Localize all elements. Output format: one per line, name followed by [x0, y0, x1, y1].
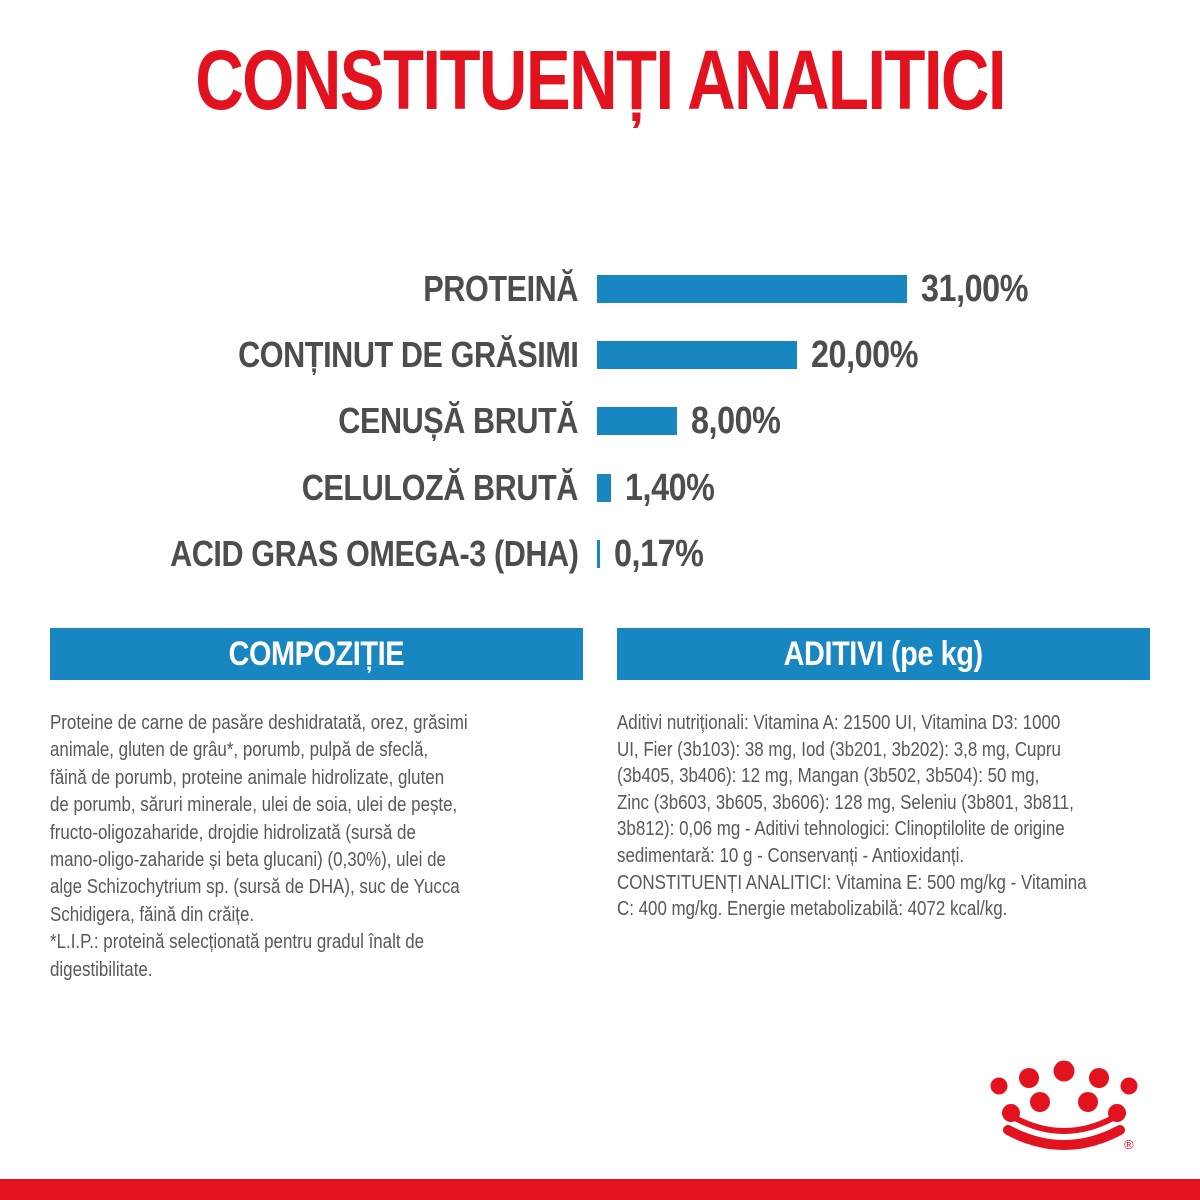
composition-section: COMPOZIȚIE Proteine de carne de pasăre d…: [50, 628, 583, 984]
chart-row-fibre: CELULOZĂ BRUTĂ 1,40%: [0, 460, 730, 516]
chart-bar: [597, 341, 797, 369]
chart-row-protein: PROTEINĂ 31,00%: [0, 261, 1047, 317]
chart-value: 0,17%: [614, 532, 704, 575]
composition-body-text: Proteine de carne de pasăre deshidratată…: [50, 712, 468, 981]
additives-section: ADITIVI (pe kg) Aditivi nutriționali: Vi…: [617, 628, 1150, 923]
additives-body-text: Aditivi nutriționali: Vitamina A: 21500 …: [617, 712, 1087, 921]
royal-canin-crown-logo-icon: ®: [990, 1060, 1138, 1152]
chart-value: 20,00%: [811, 333, 919, 376]
chart-bar: [597, 474, 611, 502]
chart-bar: [597, 275, 907, 303]
chart-value: 31,00%: [921, 267, 1029, 310]
chart-bar: [597, 540, 600, 568]
additives-header: ADITIVI (pe kg): [617, 628, 1150, 680]
chart-row-fat: CONȚINUT DE GRĂSIMI 20,00%: [0, 327, 937, 383]
chart-label: CELULOZĂ BRUTĂ: [301, 467, 579, 508]
page-title-text: CONSTITUENȚI ANALITICI: [195, 33, 1006, 127]
chart-row-ash: CENUȘĂ BRUTĂ 8,00%: [0, 393, 796, 449]
chart-label: CENUȘĂ BRUTĂ: [338, 400, 578, 441]
chart-row-omega3: ACID GRAS OMEGA-3 (DHA) 0,17%: [0, 526, 719, 582]
chart-label: CONȚINUT DE GRĂSIMI: [237, 334, 579, 375]
composition-header: COMPOZIȚIE: [50, 628, 583, 680]
chart-label: ACID GRAS OMEGA-3 (DHA): [169, 533, 579, 574]
page-title: CONSTITUENȚI ANALITICI: [0, 33, 1200, 127]
registered-trademark-icon: ®: [1124, 1137, 1134, 1152]
chart-label: PROTEINĂ: [423, 268, 578, 309]
chart-value: 1,40%: [625, 466, 715, 509]
chart-bar: [597, 407, 677, 435]
footer-red-bar: [0, 1179, 1200, 1200]
chart-value: 8,00%: [691, 399, 781, 442]
